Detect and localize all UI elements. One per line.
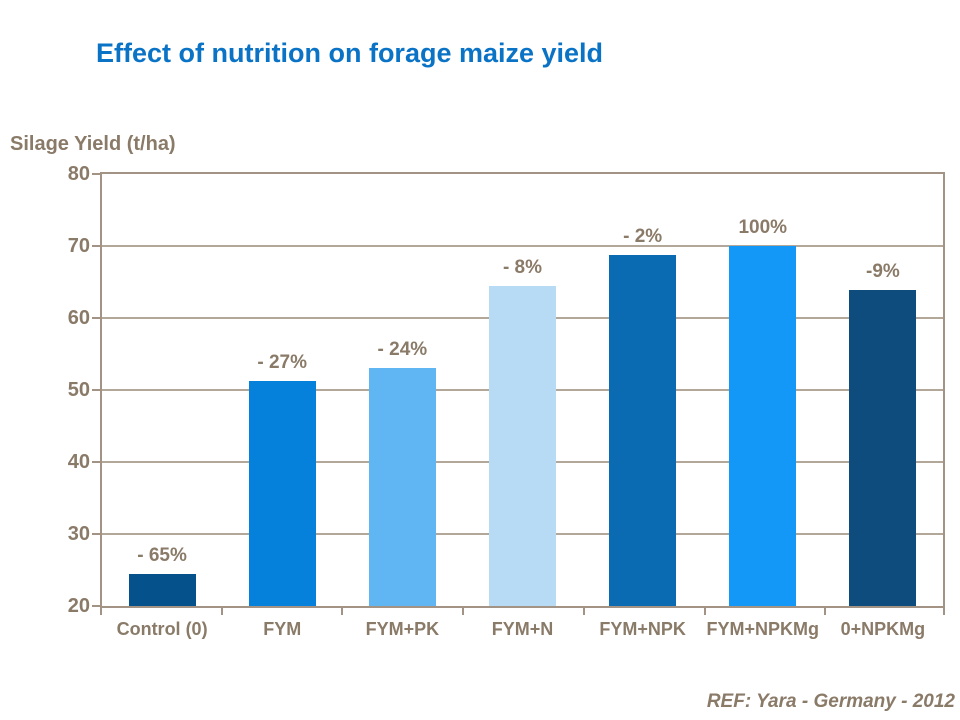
x-tick-mark [100, 608, 102, 615]
x-tick-mark [943, 608, 945, 615]
bar-value-label: - 27% [257, 351, 308, 373]
y-tick-mark [92, 173, 100, 175]
category-label: FYM+NPK [599, 619, 686, 639]
bar-value-label: - 8% [502, 257, 543, 279]
y-tick-mark [92, 317, 100, 319]
bar-value-label: -9% [866, 260, 900, 282]
y-tick-mark [92, 605, 100, 607]
category-label: FYM+PK [365, 619, 440, 639]
y-tick-mark [92, 533, 100, 535]
bar [729, 246, 797, 606]
bar [609, 255, 677, 606]
y-tick-label: 30 [67, 523, 90, 545]
bar [368, 367, 436, 606]
reference-text: REF: Yara - Germany - 2012 [706, 691, 955, 712]
bar [489, 286, 556, 606]
y-tick-label: 20 [67, 595, 90, 617]
x-tick-mark [582, 608, 585, 615]
bar [849, 289, 917, 606]
category-label: Control (0) [116, 619, 208, 639]
x-tick-mark [462, 608, 465, 615]
category-label: FYM+N [491, 619, 554, 639]
y-tick-label: 50 [67, 379, 90, 401]
category-label: FYM+NPKMg [706, 619, 820, 639]
y-tick-mark [92, 245, 100, 247]
x-tick-mark [824, 608, 827, 615]
bar-value-label: - 2% [623, 226, 663, 248]
y-tick-label: 60 [67, 307, 90, 329]
y-tick-mark [92, 389, 100, 391]
bar-value-label: - 24% [377, 338, 428, 360]
category-label: FYM [263, 619, 302, 639]
bar [128, 573, 196, 606]
y-tick-mark [92, 461, 100, 463]
y-tick-label: 70 [67, 235, 90, 257]
bar [248, 380, 316, 606]
plot-area [100, 172, 945, 608]
x-tick-mark [703, 608, 706, 615]
chart-title: Effect of nutrition on forage maize yiel… [96, 38, 604, 68]
y-axis-title: Silage Yield (t/ha) [10, 133, 176, 155]
y-tick-label: 40 [67, 451, 90, 473]
category-label: 0+NPKMg [840, 619, 926, 639]
x-tick-mark [220, 608, 223, 615]
bar-value-label: - 65% [137, 544, 187, 566]
bar-value-label: 100% [738, 217, 788, 238]
gridline [102, 245, 943, 247]
x-tick-mark [341, 608, 344, 615]
y-tick-label: 80 [67, 163, 90, 185]
